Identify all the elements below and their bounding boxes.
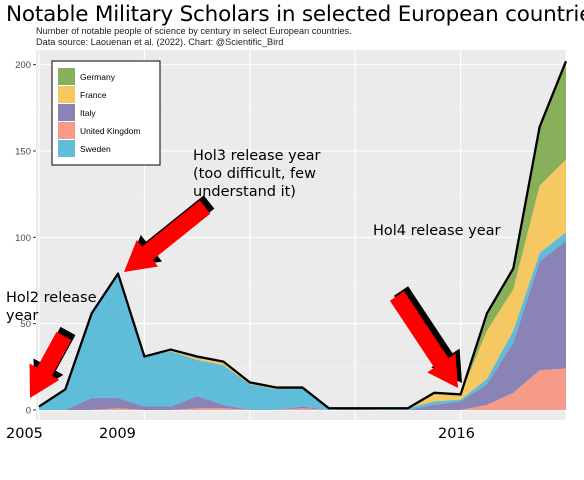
annotation-hol3-line-3: understand it) [193, 184, 296, 200]
y-tick-label: 100 [15, 233, 31, 244]
chart-subtitle-line-2: Data source: Laouenan et al. (2022). Cha… [36, 37, 284, 47]
total-line [38, 60, 568, 410]
annotation-hol3-line-1: Hol3 release year [193, 148, 321, 164]
annotation-hol4-line-1: Hol4 release year [373, 223, 501, 239]
legend-key [58, 104, 75, 121]
legend-key [58, 140, 75, 157]
legend-label: Germany [80, 72, 116, 82]
annotation-arrows [29, 195, 462, 398]
y-tick-label: 200 [15, 60, 31, 71]
legend-key [58, 86, 75, 103]
legend-label: France [80, 90, 107, 100]
legend-key [58, 122, 75, 139]
legend: Germany France Italy United Kingdom Sweden [51, 60, 161, 166]
y-tick-label: 50 [20, 319, 31, 330]
legend-key [58, 68, 75, 85]
y-tick-label: 150 [15, 146, 31, 157]
area-series [39, 61, 566, 410]
annotation-hol2: Hol2 release year [6, 289, 97, 325]
legend-label: United Kingdom [80, 126, 140, 136]
arrow-hol3 [124, 200, 211, 272]
x-label-2005: 2005 [6, 426, 43, 442]
annotation-hol2-line-2: year [6, 308, 39, 324]
area-united-kingdom [39, 368, 566, 410]
annotation-hol4: Hol4 release year [373, 222, 500, 240]
total-outline [38, 60, 568, 410]
legend-label: Sweden [80, 144, 111, 154]
annotation-hol2-line-1: Hol2 release [6, 290, 97, 306]
annotation-hol3-line-2: (too difficult, few [193, 166, 316, 182]
area-sweden [39, 232, 566, 410]
legend-label: Italy [80, 108, 96, 118]
arrow-hol2 [29, 331, 72, 398]
y-tick-label: 0 [26, 406, 31, 417]
y-axis: 0 50 100 150 200 [15, 60, 36, 417]
annotation-hol3: Hol3 release year (too difficult, few un… [193, 147, 320, 201]
chart-title: Notable Military Scholars in selected Eu… [6, 2, 584, 27]
chart-subtitle-line-1: Number of notable people of science by c… [36, 26, 352, 36]
x-label-2016: 2016 [438, 426, 475, 442]
x-label-2009: 2009 [99, 426, 136, 442]
arrow-hol4 [389, 291, 458, 388]
